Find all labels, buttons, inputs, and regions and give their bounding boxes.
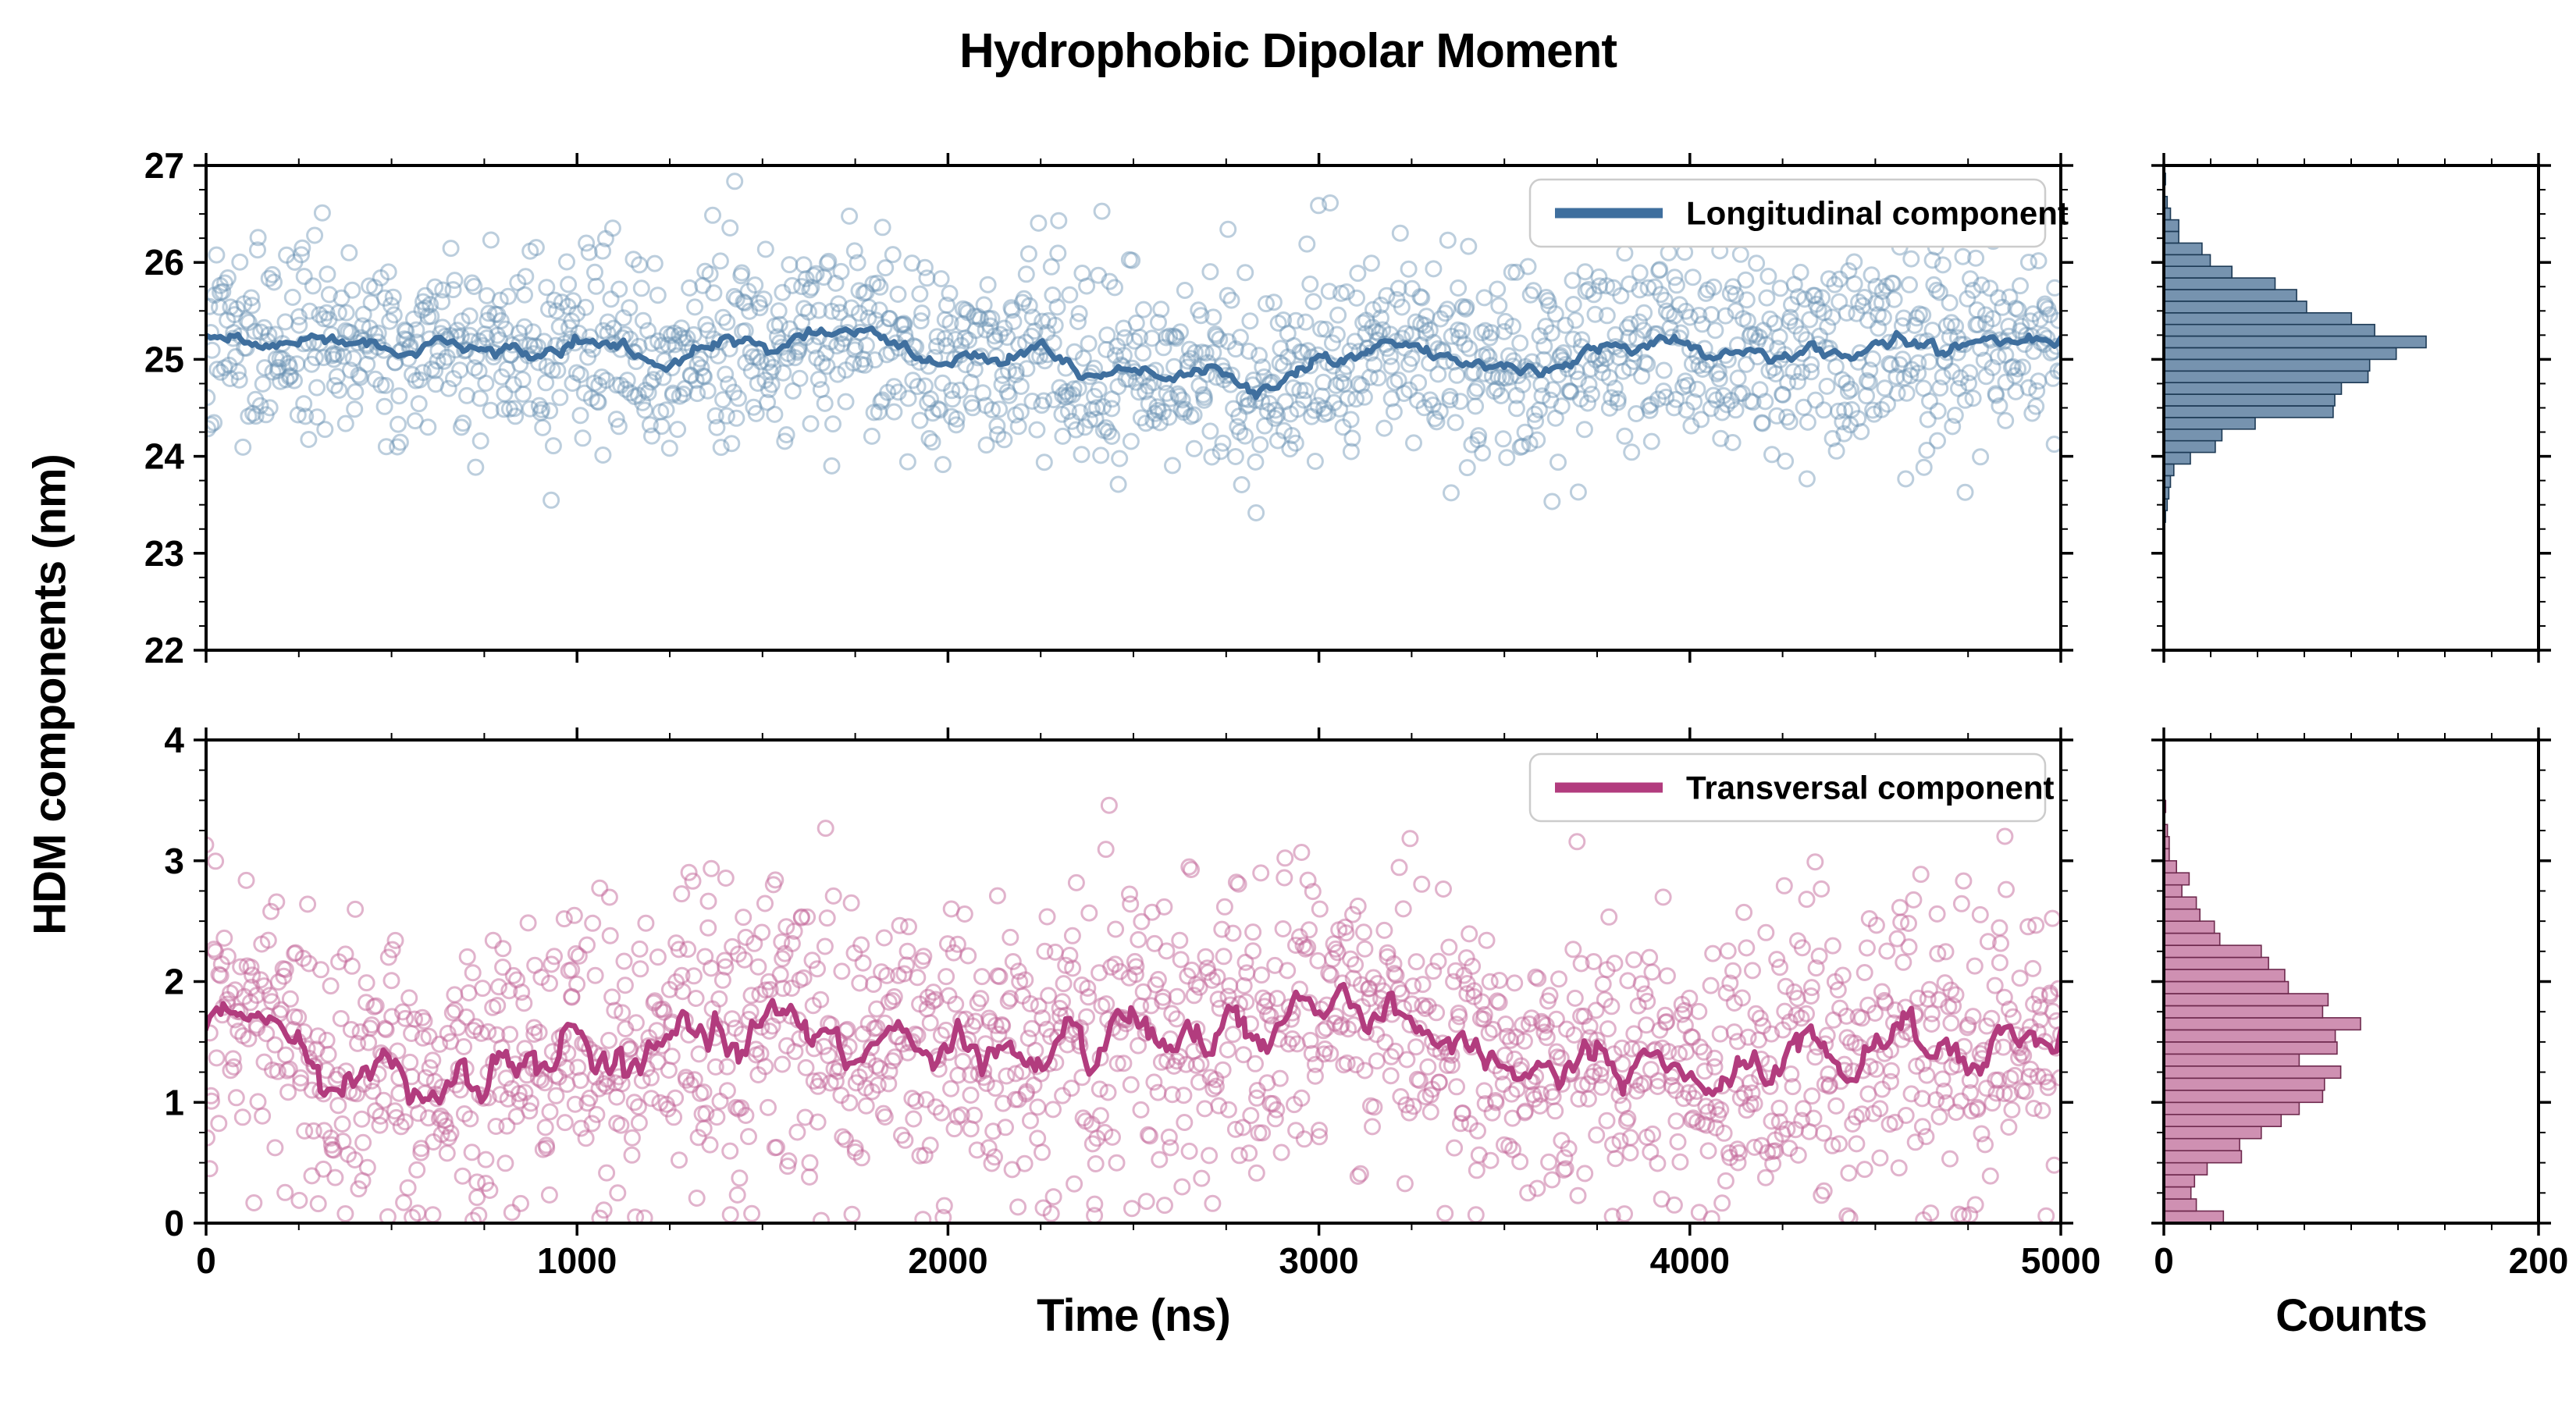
svg-text:22: 22 (144, 630, 184, 670)
svg-text:23: 23 (144, 533, 184, 574)
transversal-hist-axes (2151, 727, 2551, 1236)
transversal-scatter-mean-line (206, 981, 2061, 1106)
svg-text:0: 0 (2154, 1240, 2174, 1281)
longitudinal-scatter-mean-line (206, 325, 2061, 400)
svg-text:4: 4 (164, 720, 184, 760)
svg-text:4000: 4000 (1650, 1240, 1730, 1281)
transversal-scatter-axes (194, 727, 2073, 1236)
svg-text:27: 27 (144, 145, 184, 186)
svg-text:0: 0 (164, 1203, 184, 1243)
svg-text:3000: 3000 (1279, 1240, 1358, 1281)
transversal-hist-bars (2163, 799, 2361, 1224)
svg-text:0: 0 (196, 1240, 216, 1281)
longitudinal-scatter-legend: Longitudinal component (1528, 178, 2069, 248)
transversal-scatter-legend: Transversal component (1528, 752, 2055, 823)
svg-text:2: 2 (164, 962, 184, 1002)
x-axis-label-counts: Counts (2275, 1290, 2428, 1341)
transversal-scatter-xtick-labels: 0 1000 2000 3000 4000 5000 (196, 1240, 2101, 1281)
svg-text:25: 25 (144, 339, 184, 379)
transversal-scatter-ytick-labels: 4 3 2 1 0 (164, 720, 184, 1243)
svg-text:3: 3 (164, 841, 184, 881)
svg-text:Longitudinal component: Longitudinal component (1686, 195, 2069, 232)
longitudinal-hist-axes (2151, 153, 2551, 663)
longitudinal-scatter-axes (194, 153, 2073, 663)
svg-text:26: 26 (144, 242, 184, 283)
longitudinal-scatter-ytick-labels: 27 26 25 24 23 22 (144, 145, 185, 670)
svg-text:24: 24 (144, 436, 185, 477)
svg-text:200: 200 (2509, 1240, 2569, 1281)
longitudinal-hist-bars (2163, 173, 2427, 523)
longitudinal-scatter-points (206, 173, 2061, 521)
transversal-hist-xtick-labels: 0 200 (2154, 1240, 2568, 1281)
svg-text:Transversal component: Transversal component (1686, 770, 2055, 806)
svg-text:1000: 1000 (537, 1240, 617, 1281)
svg-text:5000: 5000 (2021, 1240, 2101, 1281)
svg-text:2000: 2000 (908, 1240, 987, 1281)
chart-title: Hydrophobic Dipolar Moment (959, 24, 1617, 78)
x-axis-label-time: Time (ns) (1037, 1290, 1231, 1341)
svg-text:1: 1 (164, 1082, 184, 1122)
